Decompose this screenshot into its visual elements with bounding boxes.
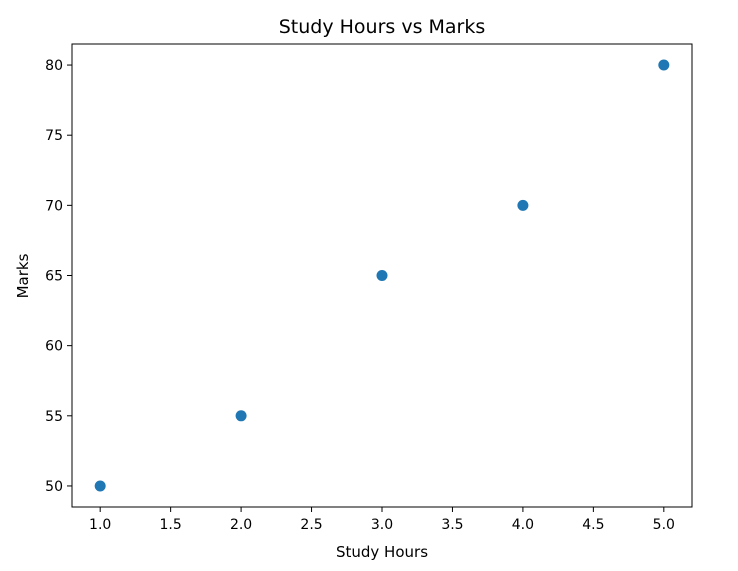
x-axis: 1.0 1.5 2.0 2.5 3.0 3.5 4.0 4.5 5.0 — [89, 507, 675, 533]
y-axis: 50 55 60 65 70 75 80 — [45, 58, 72, 495]
chart-title: Study Hours vs Marks — [279, 16, 486, 38]
data-point — [517, 199, 529, 211]
y-axis-label: Marks — [14, 253, 32, 298]
x-tick-label: 4.5 — [582, 517, 604, 533]
data-point — [658, 59, 670, 71]
x-tick-label: 1.0 — [89, 517, 111, 533]
y-tick-label: 50 — [45, 479, 63, 495]
y-tick-label: 75 — [45, 128, 63, 144]
data-point — [235, 410, 247, 422]
y-tick-label: 80 — [45, 58, 63, 74]
data-point — [94, 480, 106, 492]
x-tick-label: 3.5 — [441, 517, 463, 533]
y-tick-label: 70 — [45, 198, 63, 214]
x-tick-label: 3.0 — [371, 517, 393, 533]
data-points — [94, 59, 670, 492]
x-axis-label: Study Hours — [336, 543, 428, 561]
data-point — [376, 270, 388, 281]
x-tick-label: 2.5 — [300, 517, 322, 533]
x-tick-label: 1.5 — [160, 517, 182, 533]
y-tick-label: 65 — [45, 269, 63, 285]
x-tick-label: 5.0 — [653, 517, 675, 533]
x-tick-label: 2.0 — [230, 517, 252, 533]
y-tick-label: 60 — [45, 339, 63, 355]
y-tick-label: 55 — [45, 409, 63, 425]
x-tick-label: 4.0 — [512, 517, 534, 533]
